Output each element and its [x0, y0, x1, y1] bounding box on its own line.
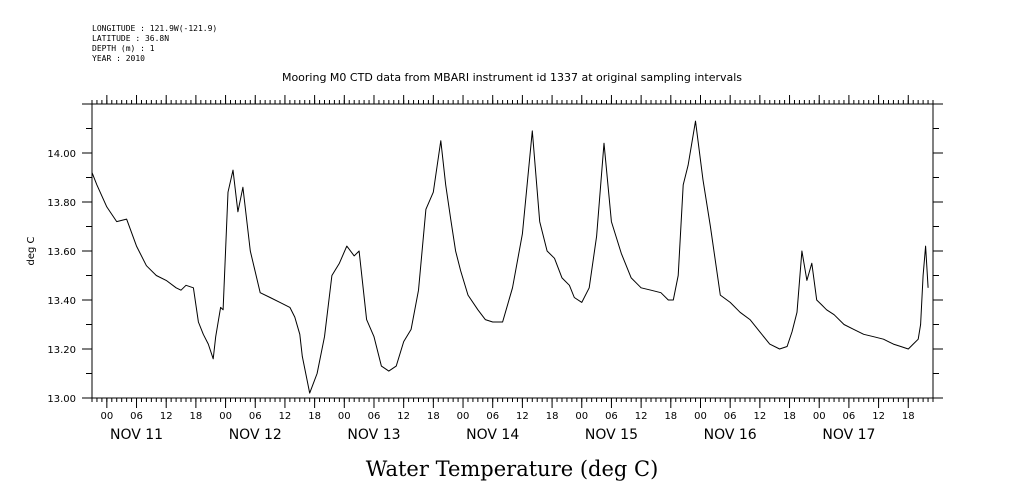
- x-tick-label: 12: [397, 411, 410, 422]
- x-tick-label: 06: [605, 411, 618, 422]
- x-day-label: NOV 13: [347, 427, 400, 443]
- x-day-label: NOV 16: [704, 427, 757, 443]
- latitude-label: LATITUDE : 36.8N: [92, 34, 169, 43]
- y-tick-label: 14.00: [47, 149, 76, 160]
- series-line: [91, 120, 929, 394]
- x-tick-label: 00: [457, 411, 470, 422]
- x-tick-label: 12: [160, 411, 173, 422]
- x-axis: 00 06 12 18 00 06 12 18 00 06 12 18 00 06 12 18 00 06 12 18…: [100, 95, 915, 443]
- x-day-label: NOV 12: [229, 427, 282, 443]
- x-tick-label: 00: [219, 411, 232, 422]
- x-day-label: NOV 15: [585, 427, 638, 443]
- x-tick-label: 18: [783, 411, 796, 422]
- x-tick-label: 00: [694, 411, 707, 422]
- x-tick-label: 06: [843, 411, 856, 422]
- x-tick-label: 06: [249, 411, 262, 422]
- y-tick-label: 13.20: [47, 345, 76, 356]
- series-layer: [91, 120, 929, 394]
- x-day-label: NOV 14: [466, 427, 519, 443]
- x-tick-label: 18: [427, 411, 440, 422]
- x-tick-label: 12: [872, 411, 885, 422]
- x-tick-label: 06: [130, 411, 143, 422]
- x-tick-label: 18: [664, 411, 677, 422]
- y-tick-label: 13.80: [47, 198, 76, 209]
- x-day-label: NOV 17: [822, 427, 875, 443]
- x-tick-label: 12: [279, 411, 292, 422]
- x-tick-label: 18: [190, 411, 203, 422]
- metadata-block: LONGITUDE : 121.9W(-121.9) LATITUDE : 36…: [92, 24, 217, 63]
- y-axis-label: deg C: [26, 236, 37, 265]
- x-tick-label: 06: [724, 411, 737, 422]
- plot-frame: [91, 103, 934, 399]
- x-tick-label: 06: [486, 411, 499, 422]
- minor-ticks: [91, 100, 934, 402]
- x-tick-label: 06: [368, 411, 381, 422]
- x-tick-label: 00: [813, 411, 826, 422]
- x-tick-label: 18: [902, 411, 915, 422]
- year-label: YEAR : 2010: [92, 54, 145, 63]
- x-tick-label: 00: [100, 411, 113, 422]
- x-tick-label: 00: [338, 411, 351, 422]
- x-tick-label: 00: [575, 411, 588, 422]
- x-tick-label: 18: [308, 411, 321, 422]
- y-tick-label: 13.40: [47, 296, 76, 307]
- x-axis-label: Water Temperature (deg C): [366, 457, 659, 481]
- y-tick-label: 13.00: [47, 394, 76, 405]
- longitude-label: LONGITUDE : 121.9W(-121.9): [92, 24, 217, 33]
- x-tick-label: 12: [516, 411, 529, 422]
- x-tick-label: 18: [546, 411, 559, 422]
- x-day-label: NOV 11: [110, 427, 163, 443]
- chart-title: Mooring M0 CTD data from MBARI instrumen…: [282, 71, 742, 84]
- y-tick-label: 13.60: [47, 247, 76, 258]
- x-tick-label: 12: [753, 411, 766, 422]
- depth-label: DEPTH (m) : 1: [92, 44, 155, 53]
- x-tick-label: 12: [635, 411, 648, 422]
- y-axis: 13.00 13.20 13.40 13.60 13.80 14.00: [47, 103, 943, 405]
